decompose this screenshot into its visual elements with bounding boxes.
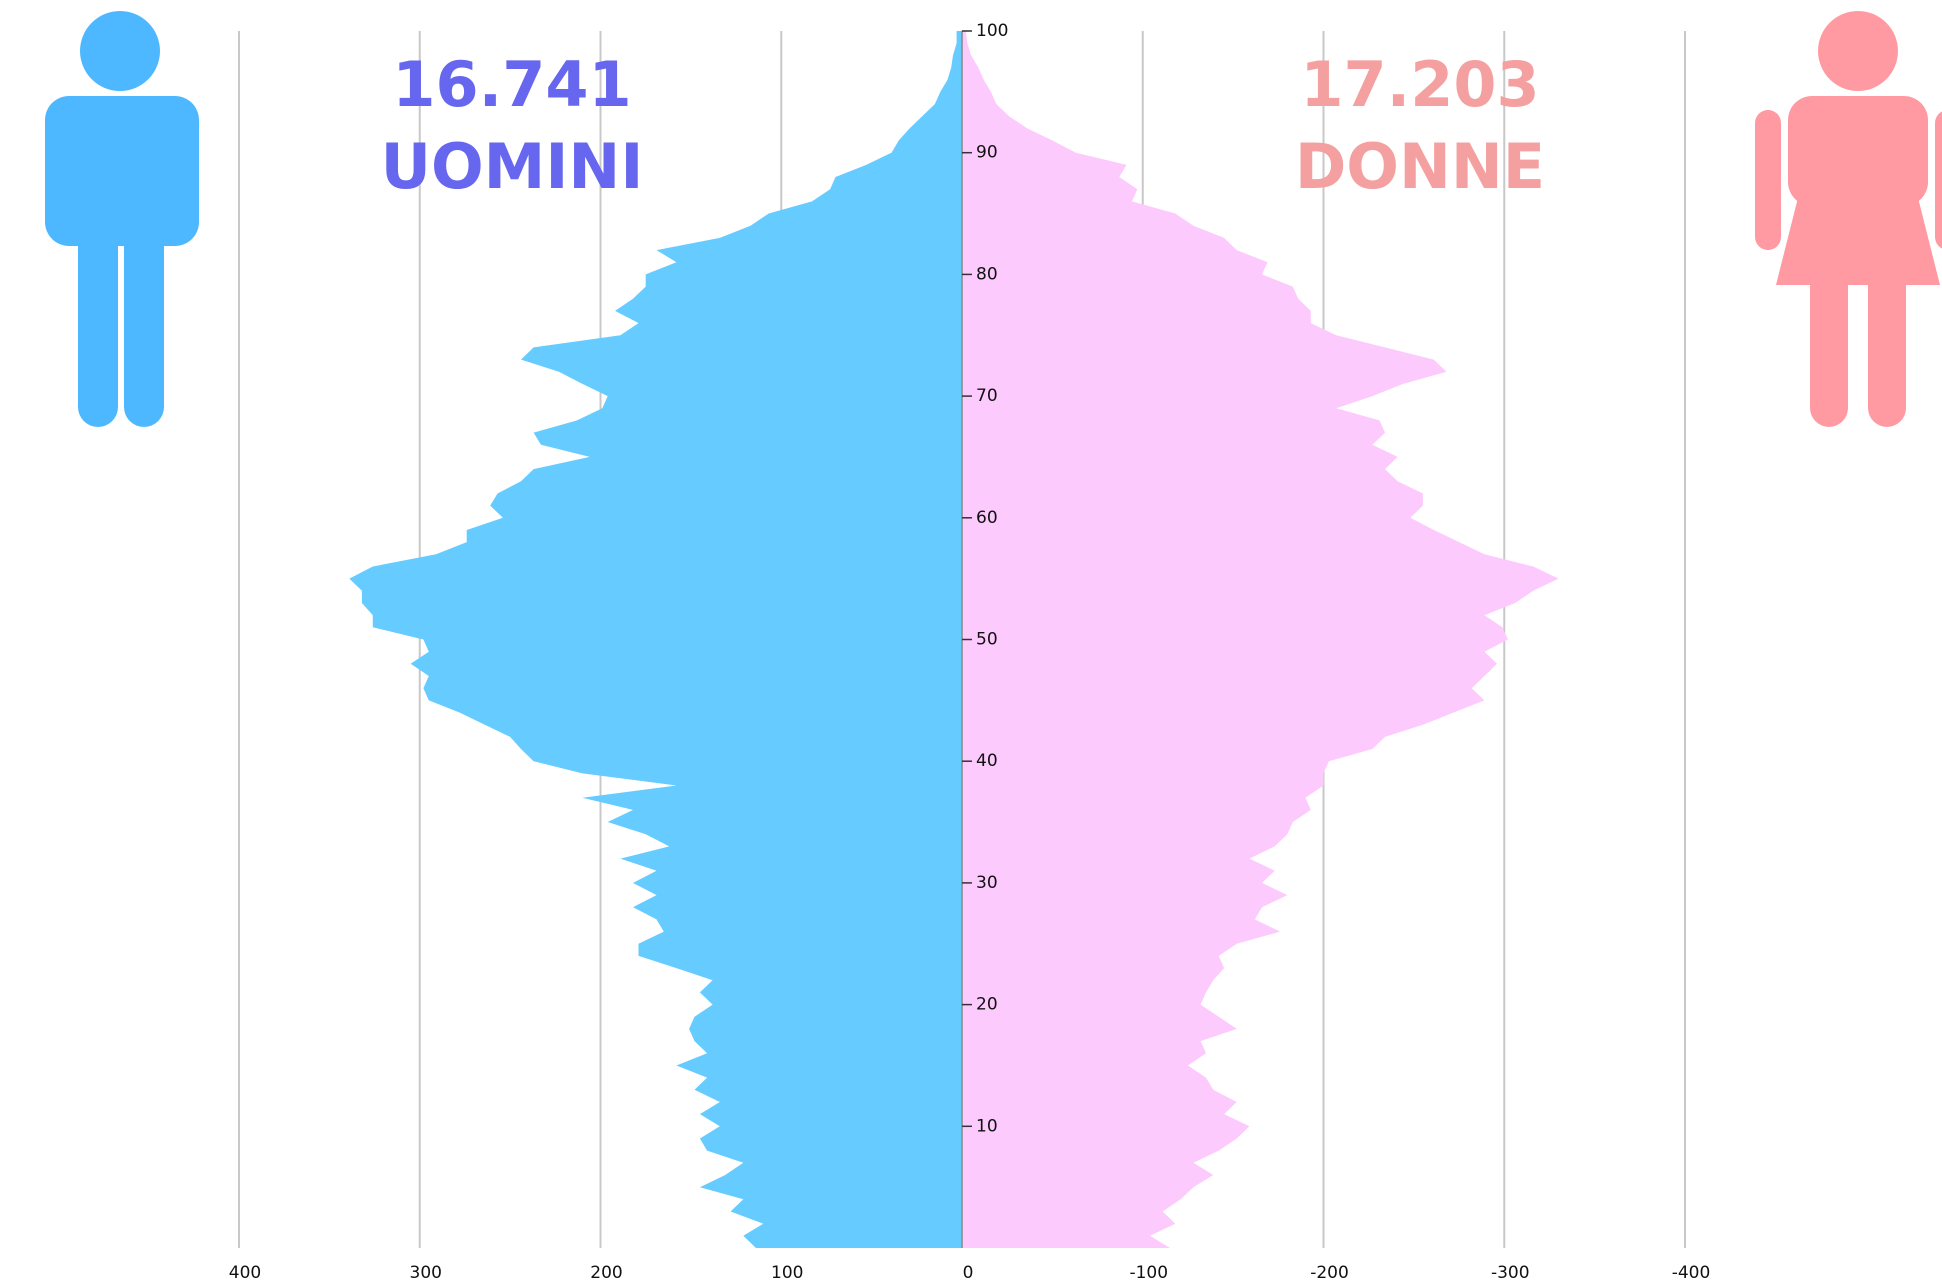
population-area xyxy=(962,31,1559,1248)
x-tick-label: 300 xyxy=(410,1263,442,1283)
y-tick-label: 40 xyxy=(976,751,998,771)
y-tick-label: 60 xyxy=(976,508,998,528)
y-tick-label: 50 xyxy=(976,630,998,650)
y-tick-label: 90 xyxy=(976,143,998,163)
x-tick-label: 0 xyxy=(963,1263,974,1283)
female-total: 17.203 xyxy=(1300,48,1539,121)
x-tick-label: -300 xyxy=(1491,1263,1530,1283)
male-icon xyxy=(45,11,199,427)
y-tick-label: 10 xyxy=(976,1116,998,1136)
male-total: 16.741 xyxy=(392,48,631,121)
x-tick-label: 400 xyxy=(229,1263,261,1283)
y-tick-label: 30 xyxy=(976,873,998,893)
y-tick-label: 70 xyxy=(976,386,998,406)
male-label: UOMINI xyxy=(381,130,644,203)
x-tick-label: -200 xyxy=(1310,1263,1349,1283)
x-tick-label: -100 xyxy=(1129,1263,1168,1283)
female-icon xyxy=(1755,11,1942,427)
y-tick-label: 100 xyxy=(976,21,1008,41)
population-area xyxy=(349,31,962,1248)
female-label: DONNE xyxy=(1295,130,1545,203)
y-tick-label: 20 xyxy=(976,995,998,1015)
plot-area: 400 300 200 100 0 -100 -200 -300 -400 10 20 30 40 50 6… xyxy=(229,21,1711,1283)
x-tick-label: 200 xyxy=(590,1263,622,1283)
y-tick-label: 80 xyxy=(976,264,998,284)
x-tick-label: 100 xyxy=(771,1263,803,1283)
x-tick-label: -400 xyxy=(1672,1263,1711,1283)
